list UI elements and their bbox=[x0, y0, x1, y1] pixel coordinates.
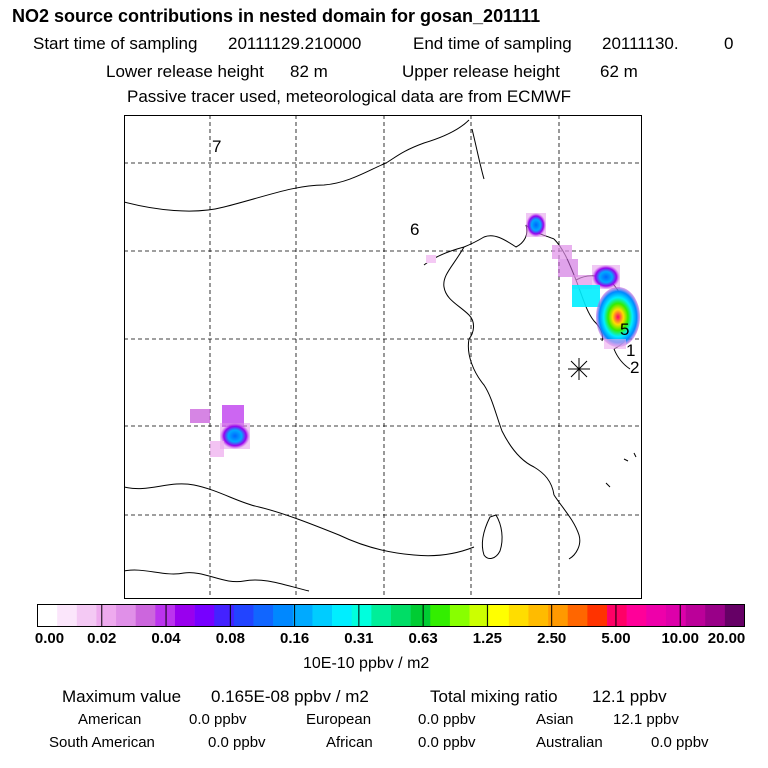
region-name-european: European bbox=[306, 711, 372, 728]
color-scale-cell bbox=[449, 604, 470, 627]
lat-lon-grid bbox=[124, 115, 642, 599]
region-name-american: American bbox=[78, 711, 142, 728]
region-value-african: 0.0 ppbv bbox=[418, 734, 476, 751]
color-scale-cell bbox=[155, 604, 176, 627]
region-name-african: African bbox=[326, 734, 373, 751]
start-time-label: Start time of sampling bbox=[33, 34, 198, 53]
region-label-6: 6 bbox=[410, 220, 419, 239]
upper-height-value: 62 m bbox=[600, 62, 638, 81]
total-mixing-value: 12.1 ppbv bbox=[592, 687, 667, 706]
color-scale-cell bbox=[705, 604, 726, 627]
region-value-south-american: 0.0 ppbv bbox=[208, 734, 266, 751]
color-scale-cell bbox=[233, 604, 254, 627]
end-time-label: End time of sampling bbox=[413, 34, 572, 53]
receptor-marker bbox=[568, 358, 590, 380]
color-scale-cell bbox=[567, 604, 588, 627]
region-value-european: 0.0 ppbv bbox=[418, 711, 476, 728]
color-scale-cell bbox=[410, 604, 431, 627]
color-scale-cell bbox=[607, 604, 627, 627]
map-frame bbox=[124, 115, 642, 599]
color-scale-cell bbox=[430, 604, 451, 627]
max-value-label: Maximum value bbox=[62, 687, 182, 706]
tracer-plumes bbox=[190, 213, 640, 457]
max-value: 0.165E-08 ppbv / m2 bbox=[211, 687, 369, 706]
color-scale-cell bbox=[174, 604, 195, 627]
color-scale-cell bbox=[508, 604, 529, 627]
region-value-american: 0.0 ppbv bbox=[189, 711, 247, 728]
concentration-map: 7 6 5 1 2 bbox=[124, 115, 642, 599]
color-scale-cell bbox=[626, 604, 647, 627]
region-value-australian: 0.0 ppbv bbox=[651, 734, 709, 751]
tracer-note: Passive tracer used, meteorological data… bbox=[127, 87, 572, 106]
color-scale-cell bbox=[57, 604, 78, 627]
region-label-5: 5 bbox=[620, 320, 629, 339]
color-scale-cell bbox=[312, 604, 333, 627]
color-scale-cell bbox=[37, 604, 58, 627]
color-scale-tick-label: 10.00 bbox=[661, 630, 699, 647]
region-name-asian: Asian bbox=[536, 711, 574, 728]
color-scale-bar bbox=[37, 604, 745, 627]
map-title: NO2 source contributions in nested domai… bbox=[12, 6, 541, 26]
color-scale-cell bbox=[135, 604, 156, 627]
start-time-value: 20111129.210000 bbox=[228, 34, 362, 53]
color-scale-cell bbox=[332, 604, 353, 627]
color-scale-cell bbox=[587, 604, 608, 627]
color-scale-tick-label: 5.00 bbox=[601, 630, 631, 647]
lower-height-value: 82 m bbox=[290, 62, 328, 81]
color-scale-cell bbox=[371, 604, 392, 627]
color-scale-tick-label: 0.16 bbox=[279, 630, 310, 647]
region-value-asian: 12.1 ppbv bbox=[613, 711, 679, 728]
color-scale-cell bbox=[489, 604, 510, 627]
color-scale-tick-label: 0.08 bbox=[215, 630, 245, 647]
color-scale-cell bbox=[646, 604, 667, 627]
color-scale-tick-label: 20.00 bbox=[707, 630, 746, 647]
end-time-suffix: 0 bbox=[724, 34, 734, 53]
color-scale-cell bbox=[96, 604, 117, 627]
region-name-australian: Australian bbox=[536, 734, 603, 751]
region-label-1: 1 bbox=[626, 341, 635, 360]
color-scale-cell bbox=[528, 604, 549, 627]
color-scale-cell bbox=[273, 604, 294, 627]
region-label-2: 2 bbox=[630, 358, 639, 377]
color-scale-tick-label: 1.25 bbox=[472, 630, 503, 647]
region-name-south-american: South American bbox=[49, 734, 155, 751]
color-scale-tick-label: 0.04 bbox=[151, 630, 181, 647]
color-scale-cell bbox=[724, 604, 745, 627]
color-scale-tick-label: 0.31 bbox=[344, 630, 374, 647]
color-scale-cell bbox=[116, 604, 136, 627]
color-scale-cell bbox=[253, 604, 274, 627]
color-scale-cell bbox=[548, 604, 569, 627]
color-scale-cell bbox=[194, 604, 215, 627]
color-scale-tick-label: 0.00 bbox=[34, 630, 65, 647]
color-scale-cell bbox=[351, 604, 372, 627]
color-scale-cell bbox=[665, 604, 686, 627]
color-scale-cell bbox=[391, 604, 411, 627]
color-scale-cell bbox=[214, 604, 235, 627]
total-mixing-label: Total mixing ratio bbox=[430, 687, 558, 706]
region-labels: 7 6 5 1 2 bbox=[212, 137, 639, 377]
color-scale-tick-label: 0.02 bbox=[87, 630, 117, 647]
color-scale-tick-label: 0.63 bbox=[408, 630, 438, 647]
color-scale-cell bbox=[685, 604, 706, 627]
end-time-value: 20111130. bbox=[602, 34, 679, 53]
lower-height-label: Lower release height bbox=[106, 62, 264, 81]
legend-unit: 10E-10 ppbv / m2 bbox=[303, 655, 430, 672]
color-scale-cell bbox=[292, 604, 313, 627]
color-scale-tick-label: 2.50 bbox=[537, 630, 567, 647]
color-scale-cell bbox=[76, 604, 97, 627]
color-scale-cell bbox=[469, 604, 490, 627]
region-label-7: 7 bbox=[212, 137, 221, 156]
upper-height-label: Upper release height bbox=[402, 62, 560, 81]
